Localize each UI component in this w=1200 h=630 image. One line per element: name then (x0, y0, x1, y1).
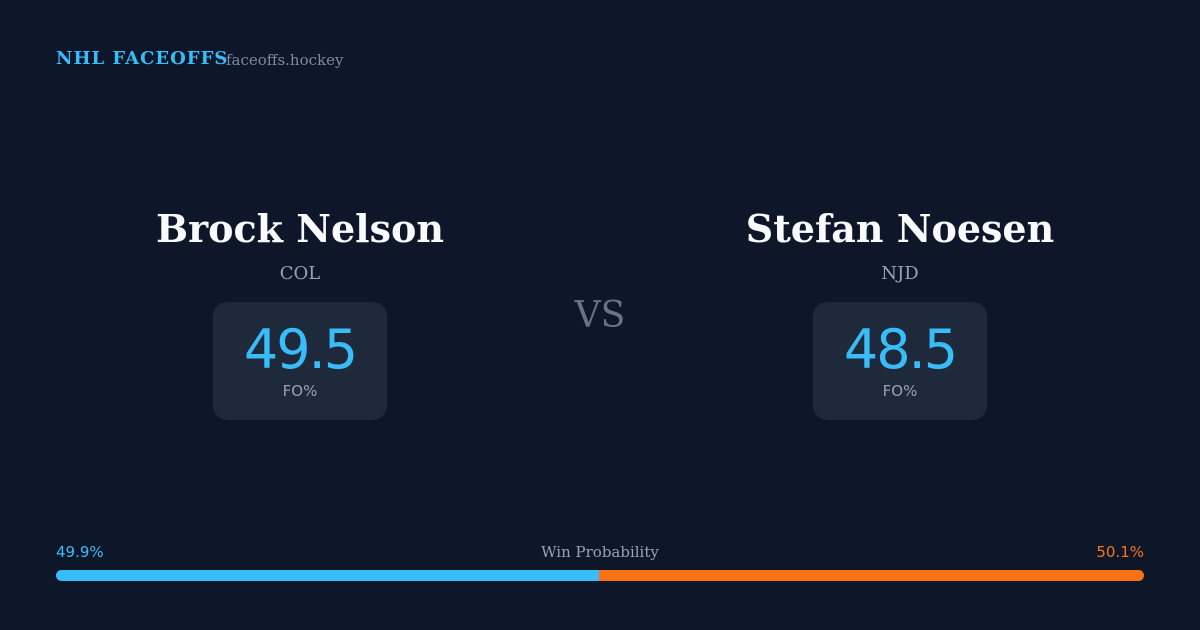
stat-card (813, 302, 987, 420)
stat-card (213, 302, 387, 420)
team: NJD (881, 263, 919, 284)
player-name: Stefan Noesen (745, 206, 1055, 251)
stat-value: 49.5 (243, 318, 358, 381)
stat-label: FO% (882, 382, 918, 400)
win-prob-right: 50.1% (1096, 543, 1144, 561)
win-prob-left: 49.9% (56, 543, 104, 561)
win-bar-left (56, 570, 599, 581)
versus: VS (574, 295, 626, 336)
player-name: Brock Nelson (156, 206, 444, 251)
win-bar-right (598, 570, 1144, 581)
team: COL (279, 263, 321, 284)
stat-label: FO% (282, 382, 318, 400)
win-prob-title: Win Probability (541, 543, 659, 561)
site: faceoffs.hockey (226, 51, 344, 69)
brand: NHL FACEOFFS (56, 48, 229, 69)
stat-value: 48.5 (843, 318, 958, 381)
